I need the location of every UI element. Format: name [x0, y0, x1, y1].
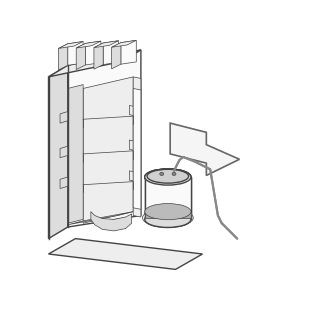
Polygon shape	[68, 42, 83, 65]
Polygon shape	[94, 41, 119, 48]
Polygon shape	[59, 44, 68, 70]
Polygon shape	[170, 123, 239, 175]
Polygon shape	[91, 212, 132, 231]
Ellipse shape	[145, 211, 191, 228]
Polygon shape	[68, 50, 141, 227]
Polygon shape	[60, 112, 68, 123]
Polygon shape	[129, 105, 140, 117]
Polygon shape	[121, 40, 136, 64]
Polygon shape	[68, 84, 83, 223]
Ellipse shape	[145, 204, 191, 220]
Polygon shape	[83, 77, 133, 223]
Polygon shape	[103, 41, 119, 65]
Ellipse shape	[145, 205, 191, 221]
Ellipse shape	[145, 169, 191, 185]
Polygon shape	[49, 50, 141, 77]
Polygon shape	[85, 41, 101, 65]
Polygon shape	[129, 171, 140, 182]
Polygon shape	[94, 43, 103, 69]
Polygon shape	[129, 140, 140, 152]
Polygon shape	[59, 42, 83, 48]
Polygon shape	[76, 44, 85, 69]
Polygon shape	[133, 77, 141, 217]
Polygon shape	[145, 212, 191, 218]
Polygon shape	[112, 43, 121, 69]
Polygon shape	[76, 41, 101, 48]
Polygon shape	[145, 177, 191, 219]
Ellipse shape	[147, 169, 189, 183]
Polygon shape	[68, 212, 133, 225]
Ellipse shape	[142, 209, 193, 227]
Ellipse shape	[172, 172, 176, 175]
Ellipse shape	[145, 169, 191, 185]
Polygon shape	[145, 177, 191, 219]
Polygon shape	[60, 177, 68, 188]
Ellipse shape	[145, 169, 191, 185]
Polygon shape	[49, 239, 203, 269]
Ellipse shape	[160, 173, 164, 176]
Polygon shape	[145, 213, 191, 219]
Ellipse shape	[145, 211, 191, 228]
Polygon shape	[112, 40, 136, 47]
Polygon shape	[133, 88, 141, 209]
Polygon shape	[60, 146, 68, 158]
Polygon shape	[49, 65, 68, 239]
Ellipse shape	[160, 172, 164, 175]
Ellipse shape	[172, 173, 176, 176]
